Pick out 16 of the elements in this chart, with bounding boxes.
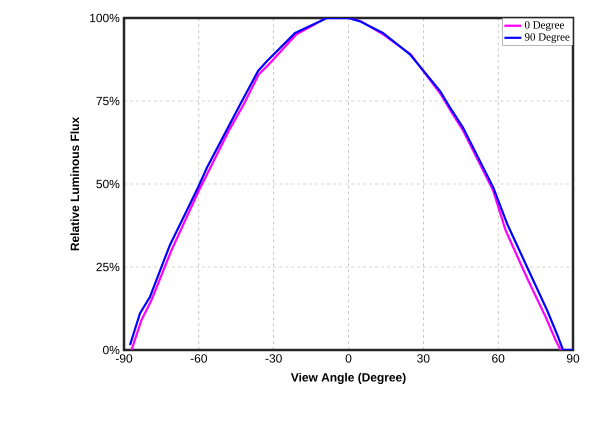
x-tick-label: 90 bbox=[566, 354, 580, 363]
x-tick-label: 60 bbox=[492, 354, 504, 363]
x-tick-label: -90 bbox=[116, 354, 132, 363]
legend-label: 0 Degree bbox=[524, 21, 564, 31]
y-tick-label: 25% bbox=[96, 262, 120, 272]
x-tick-label: 0 bbox=[346, 354, 352, 363]
x-tick-label: -30 bbox=[266, 354, 282, 363]
y-tick-label: 50% bbox=[96, 180, 120, 188]
y-axis-title: Relative Luminous Flux bbox=[70, 116, 80, 250]
x-tick-label: -60 bbox=[190, 354, 208, 363]
y-tick-label: 0% bbox=[103, 346, 120, 354]
x-tick-label: 30 bbox=[417, 354, 430, 363]
y-tick-label: 75% bbox=[96, 96, 120, 106]
legend-label: 90 Degree bbox=[524, 33, 570, 43]
y-tick-label: 100% bbox=[90, 14, 120, 22]
x-axis-title: View Angle (Degree) bbox=[290, 372, 406, 384]
